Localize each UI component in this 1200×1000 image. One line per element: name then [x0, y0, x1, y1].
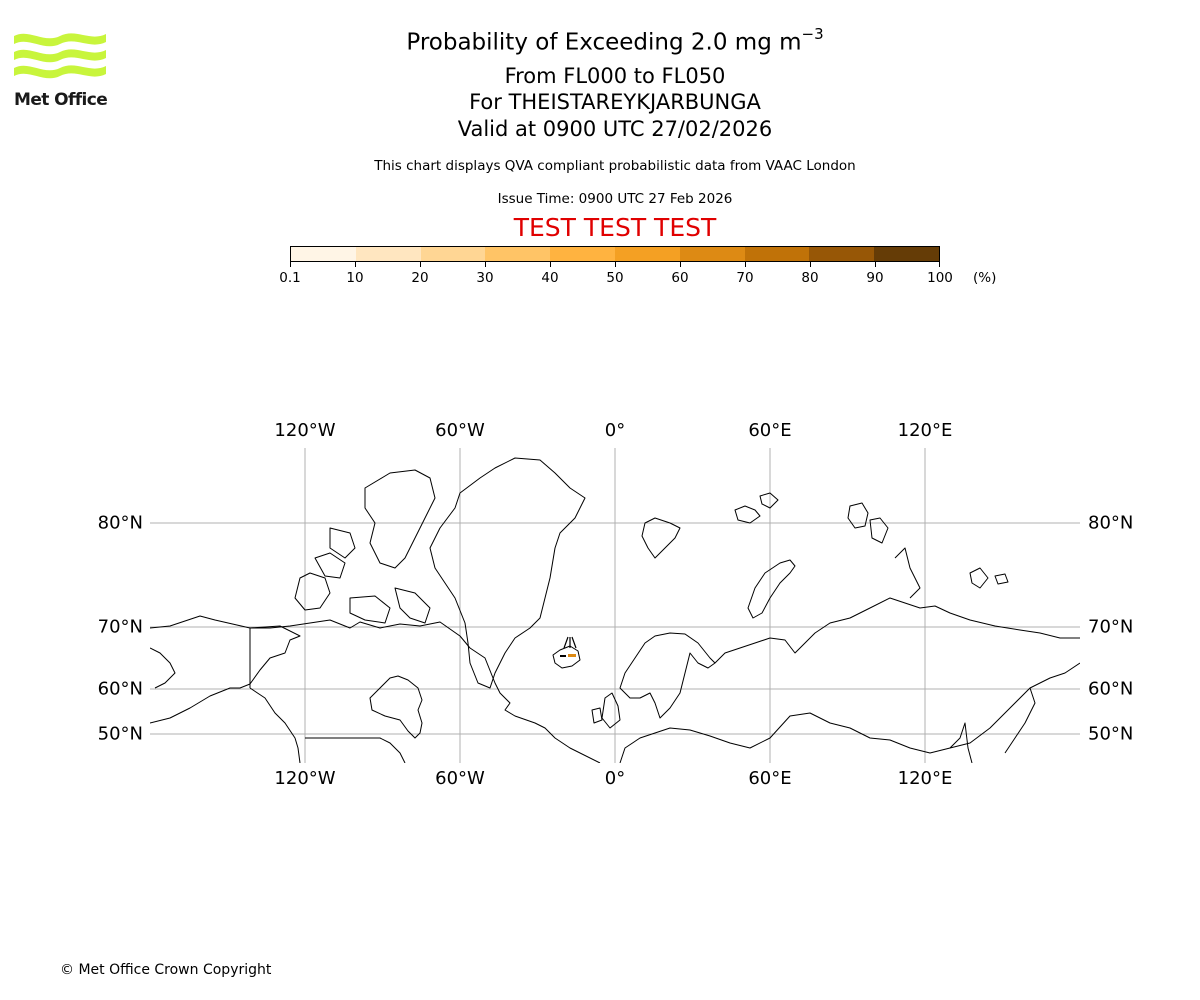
colorbar-segment-2 — [420, 247, 486, 261]
lon-label-top: 60°E — [748, 420, 792, 441]
colorbar — [290, 246, 940, 262]
lat-label-left: 70°N — [97, 616, 143, 638]
lon-label-top: 120°E — [897, 420, 953, 441]
colorbar-unit: (%) — [973, 270, 997, 286]
colorbar-segment-6 — [679, 247, 745, 261]
lat-label-right: 80°N — [1088, 512, 1134, 534]
colorbar-tick — [355, 262, 356, 267]
title-superscript: −3 — [801, 25, 824, 43]
logo-text: Met Office — [14, 90, 108, 110]
colorbar-segment-4 — [550, 247, 615, 261]
lon-label-bottom: 60°W — [435, 768, 485, 789]
met-office-waves-icon — [14, 33, 106, 79]
colorbar-label: 20 — [411, 270, 429, 286]
colorbar-tick — [485, 262, 486, 267]
colorbar-label: 50 — [606, 270, 624, 286]
colorbar-segment-5 — [614, 247, 680, 261]
lon-label-top: 120°W — [274, 420, 336, 441]
issue-time: Issue Time: 0900 UTC 27 Feb 2026 — [497, 191, 733, 207]
lon-label-bottom: 120°E — [897, 768, 953, 789]
colorbar-segment-8 — [809, 247, 875, 261]
colorbar-label: 90 — [866, 270, 884, 286]
description: This chart displays QVA compliant probab… — [374, 158, 856, 174]
colorbar-tick — [680, 262, 681, 267]
lat-label-left: 80°N — [97, 512, 143, 534]
colorbar-segment-7 — [744, 247, 810, 261]
colorbar-label: 80 — [801, 270, 819, 286]
colorbar-segment-0 — [291, 247, 356, 261]
test-banner: TEST TEST TEST — [513, 213, 717, 242]
map-panel[interactable] — [149, 448, 1081, 764]
coastlines — [149, 457, 1081, 764]
title-text: Probability of Exceeding 2.0 mg m — [406, 29, 802, 56]
colorbar-tick — [420, 262, 421, 267]
colorbar-label: 0.1 — [279, 270, 301, 286]
lon-label-top: 60°W — [435, 420, 485, 441]
lat-label-left: 50°N — [97, 723, 143, 745]
colorbar-segment-9 — [874, 247, 939, 261]
lon-label-top: 0° — [604, 420, 626, 441]
volcano-marker — [560, 636, 577, 657]
colorbar-segment-1 — [355, 247, 421, 261]
chart-title: Probability of Exceeding 2.0 mg m−3 — [0, 25, 1200, 56]
colorbar-label: 100 — [927, 270, 953, 286]
lon-label-bottom: 0° — [604, 768, 626, 789]
copyright: © Met Office Crown Copyright — [60, 962, 272, 978]
colorbar-label: 40 — [541, 270, 559, 286]
colorbar-tick — [615, 262, 616, 267]
colorbar-tick — [550, 262, 551, 267]
colorbar-label: 60 — [671, 270, 689, 286]
colorbar-tick — [810, 262, 811, 267]
colorbar-tick — [939, 262, 940, 267]
colorbar-tick — [745, 262, 746, 267]
lon-label-bottom: 60°E — [748, 768, 792, 789]
lon-label-bottom: 120°W — [274, 768, 336, 789]
colorbar-label: 10 — [346, 270, 364, 286]
map-canvas — [149, 448, 1081, 764]
location: For THEISTAREYKJARBUNGA — [469, 90, 761, 114]
colorbar-tick — [875, 262, 876, 267]
met-office-logo: Met Office — [14, 30, 108, 112]
lat-label-right: 50°N — [1088, 723, 1134, 745]
colorbar-segment-3 — [485, 247, 551, 261]
colorbar-label: 70 — [736, 270, 754, 286]
lat-label-right: 70°N — [1088, 616, 1134, 638]
gridlines — [150, 448, 1080, 763]
lat-label-left: 60°N — [97, 678, 143, 700]
colorbar-tick — [290, 262, 291, 267]
colorbar-label: 30 — [476, 270, 494, 286]
lat-label-right: 60°N — [1088, 678, 1134, 700]
level-range: From FL000 to FL050 — [504, 64, 726, 88]
valid-time: Valid at 0900 UTC 27/02/2026 — [457, 117, 773, 141]
